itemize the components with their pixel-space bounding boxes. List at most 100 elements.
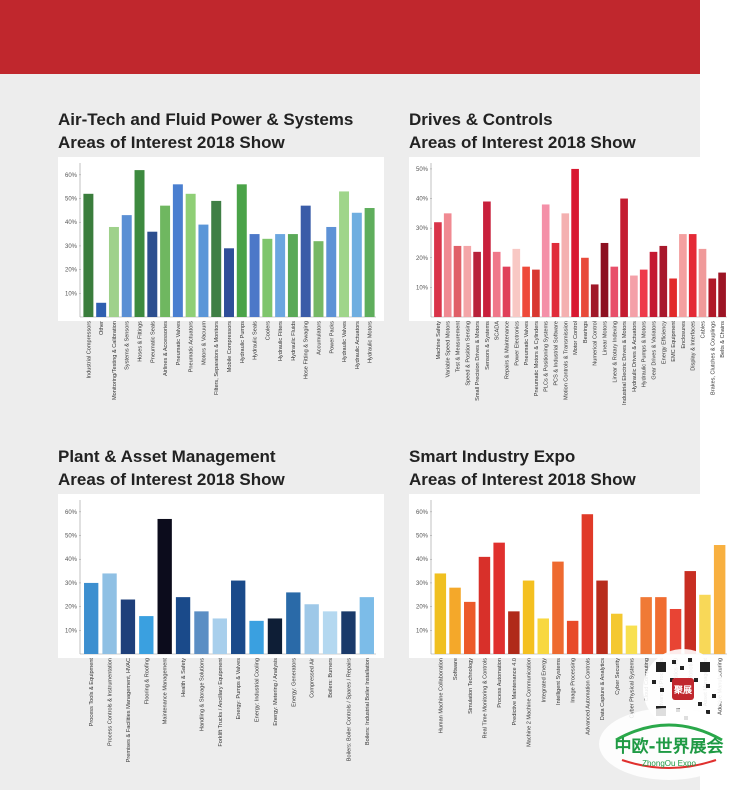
category-label: Accumulators <box>316 321 322 355</box>
bar <box>224 248 234 317</box>
category-label: Hydraulic Filters <box>278 321 284 361</box>
category-label: Energy: Industrial Cooling <box>255 658 261 722</box>
category-label: Software <box>453 658 459 680</box>
logo-graphic: 中欧-世界展会 ZhongOu Expo <box>599 708 739 780</box>
category-label: Advanced Automation Controls <box>585 658 591 735</box>
smart-chart-box: 10% 20% 30% 40% 50% 60% Human Machine Collabor… <box>409 494 735 747</box>
y-tick-label: 30% <box>65 244 78 250</box>
bar <box>96 302 107 317</box>
category-label: Maintenance Management <box>163 658 169 725</box>
bar <box>610 266 619 317</box>
bar <box>267 618 283 654</box>
y-tick-label: 20% <box>416 605 429 611</box>
bar <box>326 226 337 317</box>
category-label: Hydraulic Motors <box>368 321 374 363</box>
air-tech-title-line2: Areas of Interest 2018 Show <box>58 133 285 152</box>
bar <box>688 234 697 317</box>
category-label: Energy Efficiency <box>661 321 667 364</box>
bar <box>537 618 549 654</box>
category-label: Health & Safety <box>181 658 187 697</box>
bar <box>669 608 682 654</box>
y-tick-label: 30% <box>416 226 429 232</box>
bar <box>108 226 119 317</box>
category-label: Hydraulic Fluids <box>291 321 297 361</box>
y-tick-label: 50% <box>65 197 78 203</box>
bar <box>231 580 246 654</box>
drives-chart: 10% 20% 30% 40% 50% Machine Safety Variable Sp… <box>416 163 727 405</box>
drives-title: Drives & Controls Areas of Interest 2018… <box>409 108 729 154</box>
category-label: Pneumatic Actuators <box>189 321 195 373</box>
y-tick-label: 20% <box>416 256 429 262</box>
category-label: Pneumatic Seals <box>150 321 156 363</box>
category-label: Forklift Trucks / Ancillary Equipment <box>218 658 224 747</box>
plant-title-line2: Areas of Interest 2018 Show <box>58 470 285 489</box>
category-label: Hydraulic Valves <box>342 321 348 362</box>
bar <box>322 611 338 654</box>
logo-seal-text: 聚展 <box>673 685 692 696</box>
y-tick-label: 40% <box>65 220 78 226</box>
bar <box>339 191 350 317</box>
plant-title: Plant & Asset Management Areas of Intere… <box>58 445 378 491</box>
air-tech-chart: 10% 20% 30% 40% 50% 60% Industrial Compressors… <box>65 163 376 400</box>
category-label: Process Automation <box>497 658 503 708</box>
bar <box>300 205 311 317</box>
category-label: PLCs & Positioning Systems <box>544 321 550 392</box>
category-label: Intelligent Systems <box>556 658 562 705</box>
category-label: Data Capture & Analytics <box>600 658 606 720</box>
bar <box>139 616 154 654</box>
bar <box>275 234 286 317</box>
category-label: Process Tools & Equipment <box>89 658 95 727</box>
bar <box>522 266 530 317</box>
y-tick-label: 60% <box>65 510 78 516</box>
drives-chart-box: 10% 20% 30% 40% 50% Machine Safety Variable Sp… <box>409 157 735 405</box>
bar <box>571 168 579 317</box>
bar <box>566 620 579 654</box>
category-label: Industrial Electric Drives & Motors <box>622 321 628 405</box>
category-label: Image Processing <box>571 658 577 703</box>
bar <box>364 208 375 317</box>
category-label: Predictive Maintenance 4.0 <box>512 658 518 725</box>
bar <box>684 571 696 654</box>
bar <box>198 224 209 317</box>
category-label: Hydraulic Pumps & Motors <box>642 321 648 387</box>
bar <box>611 613 623 654</box>
bar <box>640 597 652 654</box>
bar <box>561 213 570 317</box>
bar <box>502 266 511 317</box>
category-label: Machine 2 Machine Communication <box>527 658 533 747</box>
category-label: EMC Equipment <box>671 321 677 362</box>
category-label: Industrial Compressors <box>86 321 92 379</box>
y-tick-label: 50% <box>416 534 429 540</box>
category-label: Airlines & Accessories <box>163 321 169 376</box>
bar <box>147 231 158 317</box>
category-label: Cyber Security <box>615 658 621 695</box>
category-label: Gear Drives & Variators <box>652 321 658 380</box>
bar <box>541 204 550 317</box>
smart-title-line1: Smart Industry Expo <box>409 447 576 466</box>
category-label: Machine Safety <box>436 321 442 360</box>
bar <box>699 594 711 654</box>
air-tech-title-line1: Air-Tech and Fluid Power & Systems <box>58 110 354 129</box>
top-banner <box>0 0 700 74</box>
logo-text-cn: 中欧-世界展会 <box>614 736 723 757</box>
bar <box>522 580 535 654</box>
bar <box>551 242 560 317</box>
bar <box>512 248 521 317</box>
category-label: Systems & Sensors <box>125 321 131 370</box>
y-tick-label: 10% <box>416 285 429 291</box>
category-label: Mobile Compressors <box>227 321 233 372</box>
category-label: Enclosures <box>681 321 687 349</box>
category-label: Hydraulic Actuators <box>355 321 361 369</box>
bar <box>121 215 132 317</box>
category-label: Energy: Metering / Analysis <box>273 658 279 726</box>
bar <box>708 278 717 317</box>
category-label: Human Machine Collaboration <box>438 658 444 733</box>
category-label: Real Time Monitoring & Controls <box>482 658 488 739</box>
category-label: Motors & Vacuum <box>201 321 207 365</box>
air-tech-chart-box: 10% 20% 30% 40% 50% 60% Industrial Compressors… <box>58 157 384 400</box>
category-label: Linear Motors <box>603 321 609 355</box>
bar <box>313 241 324 317</box>
category-label: Boilers: Industrial Boiler Installation <box>365 658 371 745</box>
bar <box>434 222 442 317</box>
plant-chart: 10% 20% 30% 40% 50% 60% Process Tools & Equipm… <box>65 500 376 762</box>
